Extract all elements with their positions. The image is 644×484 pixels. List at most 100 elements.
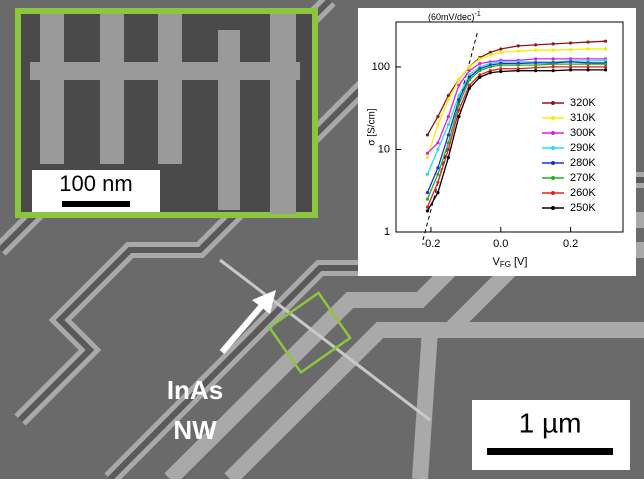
legend-marker: [551, 116, 555, 120]
data-point: [436, 141, 439, 144]
y-label: σ [S/cm]: [367, 108, 378, 146]
data-point: [447, 115, 450, 118]
data-point: [517, 69, 520, 72]
data-point: [468, 69, 471, 72]
data-point: [569, 63, 572, 66]
legend-marker: [551, 176, 555, 180]
legend-marker: [551, 146, 555, 150]
data-point: [457, 78, 460, 81]
legend-label: 320K: [570, 97, 596, 109]
data-point: [489, 53, 492, 56]
data-point: [586, 47, 589, 50]
data-point: [499, 67, 502, 70]
data-point: [426, 152, 429, 155]
data-point: [436, 173, 439, 176]
legend-marker: [551, 101, 555, 105]
data-point: [534, 69, 537, 72]
data-point: [586, 65, 589, 68]
data-point: [426, 156, 429, 159]
data-point: [436, 191, 439, 194]
x-tick-label: 0.0: [493, 238, 508, 250]
data-point: [468, 65, 471, 68]
data-point: [436, 123, 439, 126]
inset-scale-bar: [62, 201, 130, 207]
data-point: [534, 57, 537, 60]
data-point: [499, 51, 502, 54]
data-point: [478, 62, 481, 65]
legend-label: 250K: [570, 202, 596, 214]
legend-label: 300K: [570, 127, 596, 139]
data-point: [552, 65, 555, 68]
data-point: [517, 64, 520, 67]
data-point: [499, 64, 502, 67]
data-point: [534, 66, 537, 69]
data-point: [468, 87, 471, 90]
data-point: [517, 44, 520, 47]
legend-label: 310K: [570, 112, 596, 124]
data-point: [604, 68, 607, 71]
x-label-unit: [V]: [514, 256, 527, 268]
legend-label: 290K: [570, 142, 596, 154]
nanowire-label: NW: [173, 415, 217, 445]
annotation-sup: -1: [475, 11, 481, 18]
y-tick-label: 100: [372, 61, 390, 73]
data-point: [478, 57, 481, 60]
data-point: [604, 47, 607, 50]
data-point: [457, 115, 460, 118]
data-point: [468, 78, 471, 81]
data-point: [457, 108, 460, 111]
legend-marker: [551, 206, 555, 210]
legend-marker: [551, 161, 555, 165]
data-point: [447, 133, 450, 136]
data-point: [426, 198, 429, 201]
data-point: [478, 69, 481, 72]
legend-label: 270K: [570, 172, 596, 184]
data-point: [426, 173, 429, 176]
data-point: [447, 98, 450, 101]
data-point: [569, 68, 572, 71]
nanowire-label: InAs: [167, 375, 223, 405]
data-point: [569, 41, 572, 44]
data-point: [552, 42, 555, 45]
data-point: [586, 40, 589, 43]
data-point: [586, 68, 589, 71]
data-point: [534, 48, 537, 51]
data-point: [478, 76, 481, 79]
data-point: [552, 63, 555, 66]
legend-marker: [551, 131, 555, 135]
data-point: [604, 65, 607, 68]
data-point: [499, 47, 502, 50]
data-point: [489, 71, 492, 74]
legend-label: 280K: [570, 157, 596, 169]
data-point: [586, 63, 589, 66]
data-point: [552, 48, 555, 51]
data-point: [552, 57, 555, 60]
data-point: [604, 63, 607, 66]
data-point: [426, 191, 429, 194]
data-point: [569, 48, 572, 51]
data-point: [604, 40, 607, 43]
legend-label: 260K: [570, 187, 596, 199]
data-point: [436, 181, 439, 184]
legend-marker: [551, 191, 555, 195]
scale-label: 1 µm: [519, 407, 582, 438]
data-point: [447, 123, 450, 126]
data-point: [447, 156, 450, 159]
data-point: [457, 84, 460, 87]
data-point: [426, 133, 429, 136]
data-point: [517, 50, 520, 53]
x-label-sub: FG: [500, 260, 511, 269]
data-point: [436, 115, 439, 118]
inset-scale-label: 100 nm: [59, 171, 132, 196]
x-tick-label: -0.2: [421, 238, 440, 250]
data-point: [499, 70, 502, 73]
x-tick-label: 0.2: [563, 238, 578, 250]
data-point: [552, 69, 555, 72]
scale-bar: [487, 448, 613, 455]
data-point: [457, 103, 460, 106]
annotation-text: (60mV/dec): [428, 12, 475, 22]
y-tick-label: 1: [384, 226, 390, 238]
annotation: (60mV/dec)-1: [428, 11, 481, 23]
figure: InAs NW 1 µm 100 nm (60mV/dec)-1 σ [S/cm…: [0, 0, 644, 479]
data-point: [569, 65, 572, 68]
